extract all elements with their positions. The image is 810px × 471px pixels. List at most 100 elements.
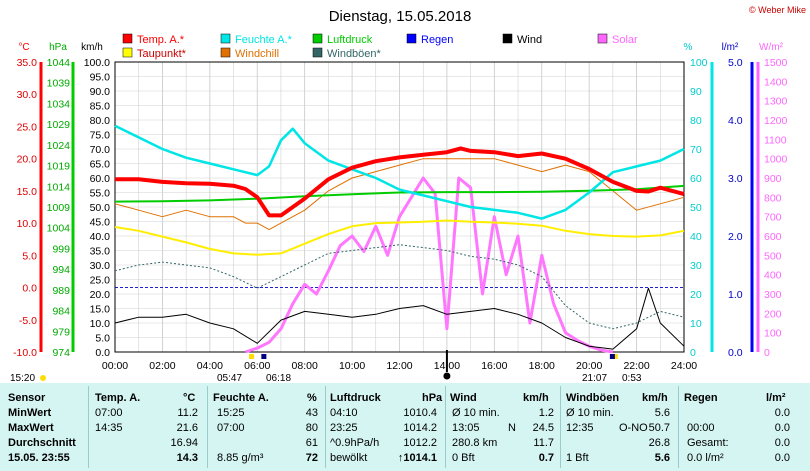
y-tick-label: 1024 <box>47 140 71 152</box>
y-tick-label: 1009 <box>47 202 71 214</box>
hdr-hum-unit: % <box>307 392 317 404</box>
y-tick-label: 5.0 <box>728 57 743 69</box>
y-tick-label: 100.0 <box>84 57 110 69</box>
y-tick-label: 1044 <box>47 57 71 69</box>
table-cell: 0.0 <box>774 407 790 419</box>
y-tick-label: 0.0 <box>22 283 37 295</box>
y-tick-label: 20.0 <box>90 289 111 301</box>
hdr-rain-unit: l/m² <box>766 392 786 404</box>
y-tick-label: 984 <box>52 306 70 318</box>
table-cell: 11.7 <box>533 437 554 449</box>
sun-icon <box>40 375 46 381</box>
hdr-temp-unit: °C <box>183 392 196 404</box>
table-cell: ^0.9hPa/h <box>330 437 380 449</box>
legend-swatch <box>220 33 231 44</box>
series-lines <box>114 124 685 354</box>
table-cell: 11.2 <box>177 407 198 419</box>
y-tick-label: 30.0 <box>17 89 38 101</box>
row-label: MaxWert <box>8 422 54 434</box>
row-label: 15.05. 23:55 <box>8 452 70 464</box>
table-cell: 26.8 <box>648 437 670 449</box>
y-tick-label: 800 <box>764 192 782 204</box>
x-tick-label: 16:00 <box>481 360 507 372</box>
y-tick-label: 80 <box>690 115 702 127</box>
x-tick-label: 04:00 <box>197 360 223 372</box>
y-tick-label: 100 <box>764 328 782 340</box>
col-divider <box>560 386 561 468</box>
unit-hpa: hPa <box>49 42 67 53</box>
table-cell: 1014.2 <box>403 422 437 434</box>
weather-chart: Dienstag, 15.05.2018 © Weber Mike Temp. … <box>10 5 806 383</box>
x-tick-label: 06:00 <box>244 360 270 372</box>
legend-label: Windböen* <box>327 48 382 60</box>
series-line <box>114 287 685 350</box>
table-cell: 15:25 <box>217 407 245 419</box>
table-cell: 1012.2 <box>403 437 437 449</box>
sun-marker <box>609 354 615 359</box>
hdr-press-unit: hPa <box>422 392 443 404</box>
y-tick-label: 40 <box>690 231 702 243</box>
y-tick-label: 50 <box>690 202 702 214</box>
unit-kmh: km/h <box>81 42 103 53</box>
sun-times: 15:20 05:47 06:18 21:07 0:53 <box>10 350 642 383</box>
table-cell: 14:35 <box>95 422 123 434</box>
table-cell: 8.85 g/m³ <box>217 452 264 464</box>
y-tick-label: 300 <box>764 289 782 301</box>
table-cell: 0.0 <box>774 452 790 464</box>
plot-frame <box>114 61 685 353</box>
y-tick-label: 0.0 <box>95 347 110 359</box>
x-tick-label: 02:00 <box>149 360 175 372</box>
unit-celsius: °C <box>18 42 29 53</box>
series-line <box>114 219 685 256</box>
legend-swatch <box>312 33 323 44</box>
y-tick-label: 60 <box>690 173 702 185</box>
y-tick-label: 45.0 <box>90 217 111 229</box>
table-cell: N <box>508 422 516 434</box>
legend-swatch <box>220 47 231 58</box>
y-tick-label: 500 <box>764 250 782 262</box>
col-divider <box>445 386 446 468</box>
chart-title: Dienstag, 15.05.2018 <box>329 8 472 25</box>
table-cell: 23:25 <box>330 422 358 434</box>
table-cell: 04:10 <box>330 407 358 419</box>
y-tick-label: 1014 <box>47 181 71 193</box>
table-cell: Ø 10 min. <box>566 407 614 419</box>
x-tick-label: 08:00 <box>292 360 318 372</box>
y-tick-label: 60.0 <box>90 173 111 185</box>
series-line <box>114 124 685 220</box>
x-axis-ticks: 00:0002:0004:0006:0008:0010:0012:0014:00… <box>102 360 697 372</box>
sunrise-time: 05:47 <box>217 373 242 383</box>
y-tick-label: 2.0 <box>728 231 743 243</box>
y-tick-label: 200 <box>764 308 782 320</box>
y-tick-label: 30.0 <box>90 260 111 272</box>
y-tick-label: 0 <box>764 347 770 359</box>
row-label: Durchschnitt <box>8 437 76 449</box>
y-tick-label: 989 <box>52 285 70 297</box>
hdr-hum: Feuchte A. <box>213 392 269 404</box>
series-line <box>244 176 614 354</box>
y-tick-label: 80.0 <box>90 115 111 127</box>
y-tick-label: 55.0 <box>90 188 111 200</box>
legend-label: Temp. A.* <box>137 34 185 46</box>
y-tick-label: 90 <box>690 86 702 98</box>
y-tick-label: 600 <box>764 231 782 243</box>
y-tick-label: 1029 <box>47 119 71 131</box>
table-cell: ↑1014.1 <box>397 452 437 464</box>
y-tick-label: 35.0 <box>90 246 111 258</box>
y-tick-label: 100 <box>690 57 708 69</box>
unit-lm2: l/m² <box>722 42 739 53</box>
legend-swatch <box>406 33 417 44</box>
axes: 35.0 30.0 25.0 20.0 15.0 10.0 5.0 0.0 -5.0 -10.0 1… <box>13 57 787 359</box>
y-tick-label: 3.0 <box>728 173 743 185</box>
table-cell: 07:00 <box>95 407 123 419</box>
sunset-time-2: 0:53 <box>622 373 642 383</box>
table-cell: 1 Bft <box>566 452 589 464</box>
y-tick-label: 20 <box>690 289 702 301</box>
y-tick-label: 10 <box>690 318 702 330</box>
legend-label: Solar <box>612 34 638 46</box>
table-cell: 280.8 km <box>452 437 498 449</box>
col-divider <box>88 386 89 468</box>
y-tick-label: 5.0 <box>22 250 37 262</box>
sunrise-time-2: 06:18 <box>266 373 291 383</box>
table-cell: 43 <box>305 407 318 419</box>
